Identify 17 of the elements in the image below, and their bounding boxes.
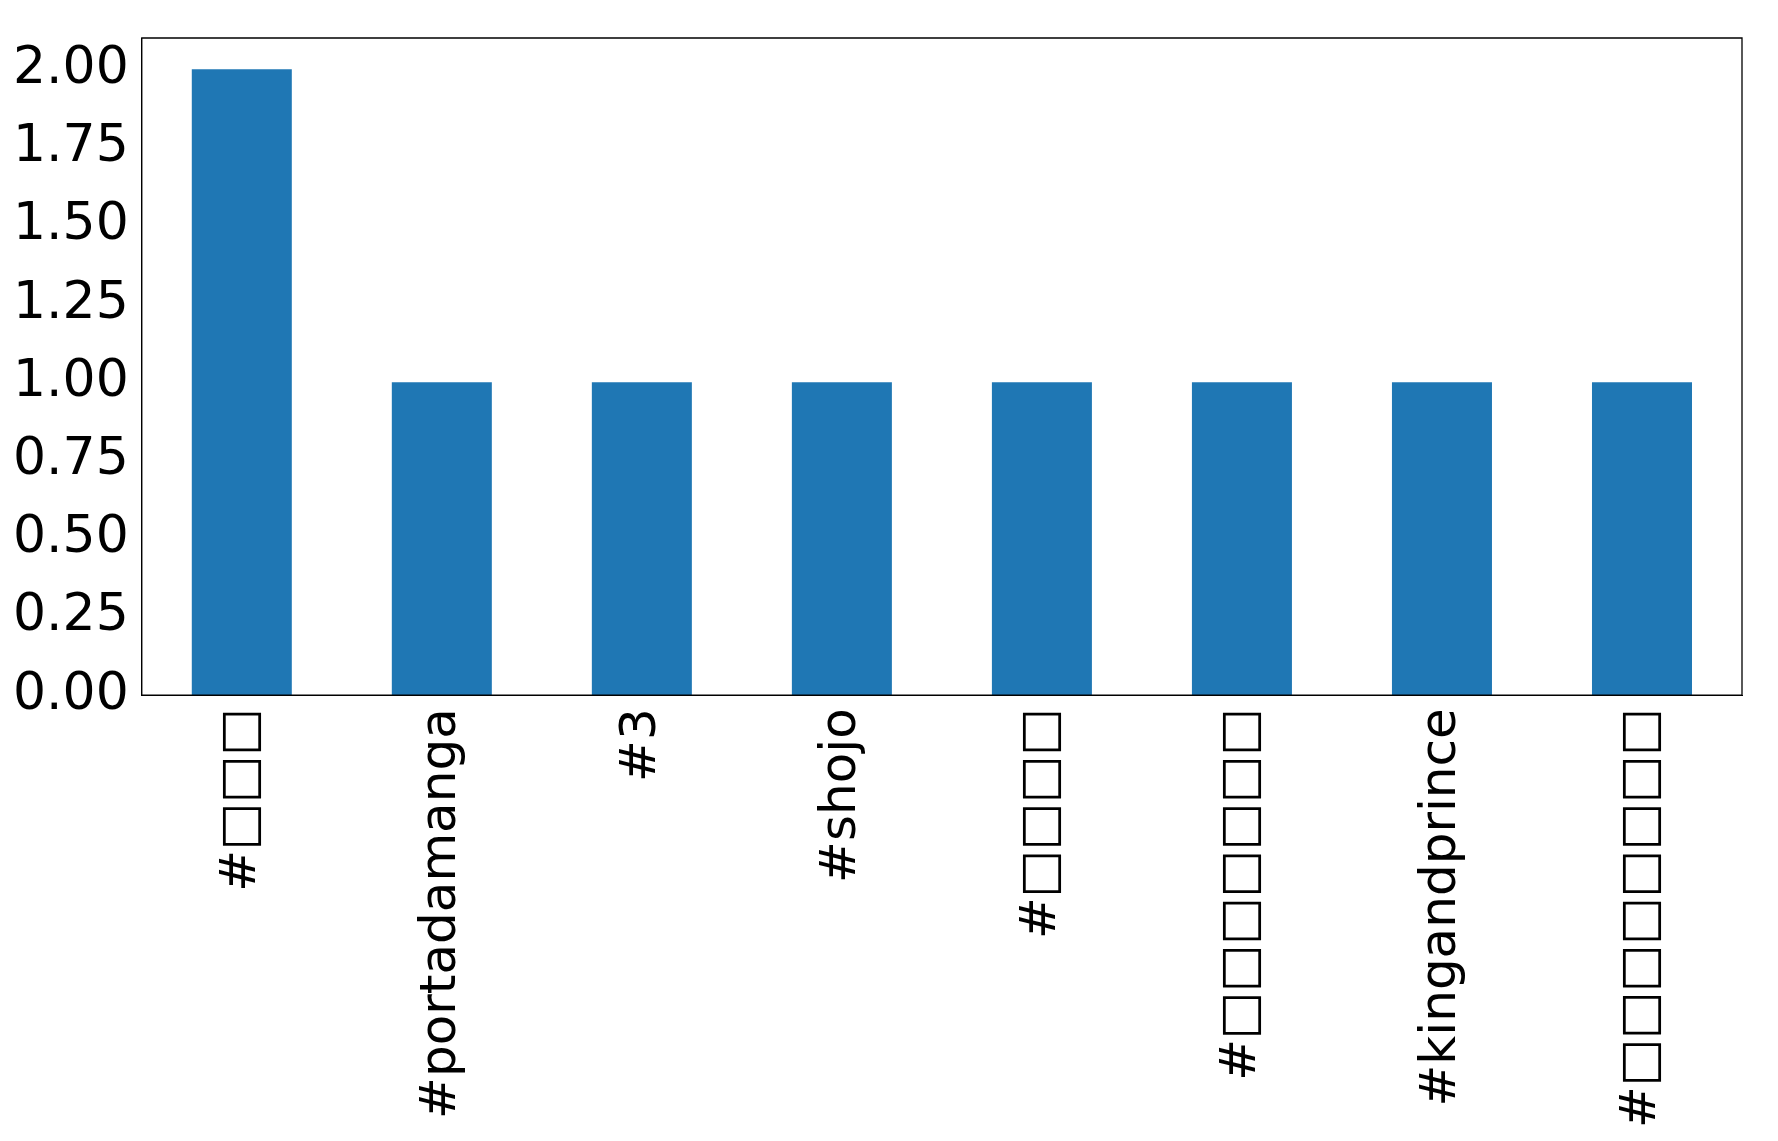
y-tick-label: 0.50	[13, 504, 129, 565]
x-tick-label: #kingandprince	[1408, 708, 1467, 1107]
y-tick-label: 1.25	[13, 269, 129, 330]
y-tick-label: 1.00	[13, 347, 129, 408]
y-tick-label: 0.25	[13, 582, 129, 643]
x-tick-label: #3	[608, 708, 667, 782]
y-tick-label: 1.50	[13, 191, 129, 252]
y-tick-label: 0.75	[13, 425, 129, 486]
x-tick-label: #□□□□□□□	[1208, 708, 1267, 1081]
x-tick-label: #portadamanga	[408, 708, 467, 1119]
y-tick-label: 1.75	[13, 113, 129, 174]
x-tick-label: #□□□□□□□□	[1608, 708, 1667, 1128]
y-tick-label: 0.00	[13, 660, 129, 721]
x-tick-label: #shojo	[808, 708, 867, 883]
x-tick-label: #□□□	[208, 708, 267, 892]
x-tick-label: #□□□□	[1008, 708, 1067, 940]
y-tick-label: 2.00	[13, 34, 129, 95]
